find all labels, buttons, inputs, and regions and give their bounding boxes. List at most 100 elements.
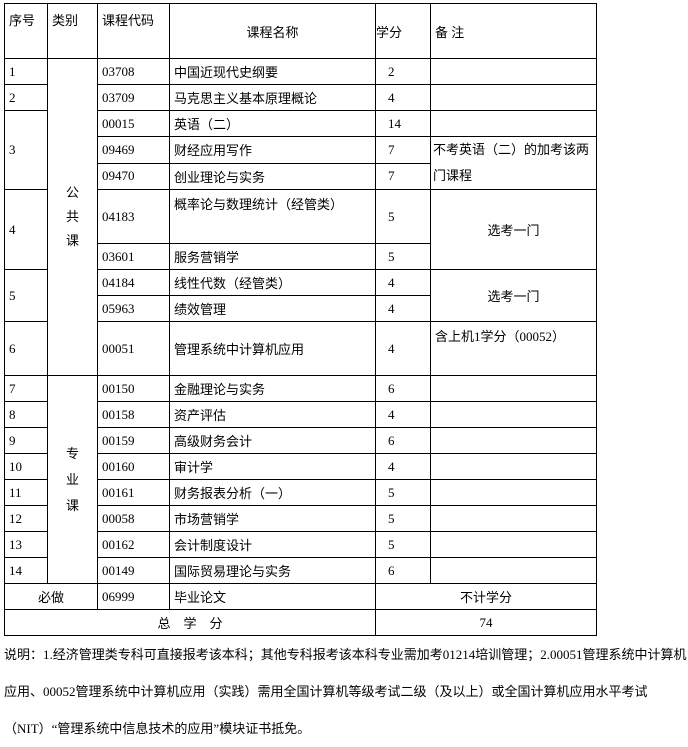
name: 服务营销学 (169, 243, 376, 270)
header-row: 序号 类别 课程代码 课程名称 学分 备 注 (4, 3, 597, 59)
total-value: 74 (375, 609, 597, 636)
table-row: 7 专业课 00150 金融理论与实务 6 (4, 375, 597, 584)
name: 审计学 (169, 453, 376, 480)
name: 线性代数（经管类） (169, 269, 376, 296)
remarks (430, 531, 597, 558)
code: 00158 (97, 401, 170, 428)
code: 09470 (97, 162, 170, 190)
header-name: 课程名称 (169, 3, 376, 59)
total-row: 总 学 分 74 (4, 609, 597, 636)
credits: 7 (375, 136, 431, 164)
remarks (430, 427, 597, 454)
category-required: 必做 (4, 583, 98, 610)
name: 财务报表分析（一） (169, 479, 376, 506)
seq: 5 (4, 269, 48, 322)
seq: 4 (4, 189, 48, 270)
credits: 4 (375, 321, 431, 376)
table-row: 03601 服务营销学 5 (5, 243, 597, 270)
remarks-choose-one-2: 选考一门 (430, 269, 597, 322)
curriculum-table: 序号 类别 课程代码 课程名称 学分 备 注 1 公共课 03708 中国近现代… (4, 3, 597, 636)
name: 市场营销学 (169, 505, 376, 532)
category-public: 公共课 (47, 58, 98, 376)
header-credits: 学分 (375, 3, 431, 59)
code: 00161 (97, 479, 170, 506)
code: 09469 (97, 136, 170, 164)
code: 00051 (97, 321, 170, 376)
header-category: 类别 (47, 3, 98, 59)
name: 中国近现代史纲要 (169, 58, 376, 85)
name: 金融理论与实务 (169, 375, 376, 402)
code: 00160 (97, 453, 170, 480)
table-row: 6 00051 管理系统中计算机应用 4 含上机1学分（00052） (4, 321, 597, 376)
header-remarks: 备 注 (430, 3, 597, 59)
required-row: 必做 06999 毕业论文 不计学分 (4, 583, 597, 610)
credits: 7 (375, 162, 431, 190)
remarks-choose-one: 选考一门 (430, 189, 597, 270)
name: 国际贸易理论与实务 (169, 557, 376, 584)
name: 绩效管理 (169, 295, 376, 322)
credits: 5 (375, 189, 431, 244)
code: 04184 (97, 269, 170, 296)
name: 管理系统中计算机应用 (169, 321, 376, 376)
remarks (430, 110, 597, 137)
credits: 不计学分 (375, 583, 597, 610)
remarks-english-alt: 不考英语（二）的加考该两门课程 (430, 136, 597, 190)
seq: 6 (4, 321, 48, 376)
category-label: 专业课 (65, 445, 79, 513)
remarks (430, 453, 597, 480)
credits: 6 (375, 557, 431, 584)
credits: 4 (375, 84, 431, 111)
table-row: 12 00058 市场营销学 5 (4, 505, 597, 532)
remarks (430, 505, 597, 532)
name: 概率论与数理统计（经管类） (169, 189, 376, 244)
name: 创业理论与实务 (169, 162, 376, 190)
code: 05963 (97, 295, 170, 322)
code: 06999 (97, 583, 170, 610)
seq: 7 (4, 375, 48, 402)
code: 00149 (97, 557, 170, 584)
name: 马克思主义基本原理概论 (169, 84, 376, 111)
table-row: 9 00159 高级财务会计 6 (4, 427, 597, 454)
table-row: 13 00162 会计制度设计 5 (4, 531, 597, 558)
name: 英语（二） (169, 110, 376, 137)
code: 03708 (97, 58, 170, 85)
code: 00150 (97, 375, 170, 402)
table-row: 2 03709 马克思主义基本原理概论 4 (4, 84, 597, 111)
code: 03601 (97, 243, 170, 270)
seq: 8 (4, 401, 48, 428)
remarks (430, 84, 597, 111)
category-label: 公共课 (65, 184, 79, 248)
credits: 4 (375, 401, 431, 428)
seq: 1 (4, 58, 48, 85)
total-label: 总 学 分 (4, 609, 376, 636)
credits: 14 (375, 110, 431, 137)
seq: 10 (4, 453, 48, 480)
credits: 5 (375, 479, 431, 506)
name: 会计制度设计 (169, 531, 376, 558)
credits: 4 (375, 295, 431, 322)
name: 高级财务会计 (169, 427, 376, 454)
table-row: 10 00160 审计学 4 (4, 453, 597, 480)
table-row: 1 公共课 03708 中国近现代史纲要 2 (4, 58, 597, 376)
seq: 13 (4, 531, 48, 558)
seq: 14 (4, 557, 48, 584)
code: 03709 (97, 84, 170, 111)
table-row: 5 04184 线性代数（经管类） 4 选考一门 (4, 269, 597, 322)
code: 00162 (97, 531, 170, 558)
name: 财经应用写作 (169, 136, 376, 164)
credits: 2 (375, 58, 431, 85)
remarks (430, 401, 597, 428)
remarks (430, 479, 597, 506)
header-seq: 序号 (4, 3, 48, 59)
name: 毕业论文 (169, 583, 376, 610)
header-code: 课程代码 (97, 3, 170, 59)
credits: 5 (375, 531, 431, 558)
credits: 5 (375, 243, 431, 270)
remarks (430, 58, 597, 85)
credits: 6 (375, 427, 431, 454)
code: 04183 (97, 189, 170, 244)
seq: 9 (4, 427, 48, 454)
explanation-note: 说明：1.经济管理类专科可直接报考该本科；其他专科报考该本科专业需加考01214… (4, 647, 687, 736)
category-professional: 专业课 (47, 375, 98, 584)
table-row: 3 00015 英语（二） 14 (4, 110, 597, 190)
